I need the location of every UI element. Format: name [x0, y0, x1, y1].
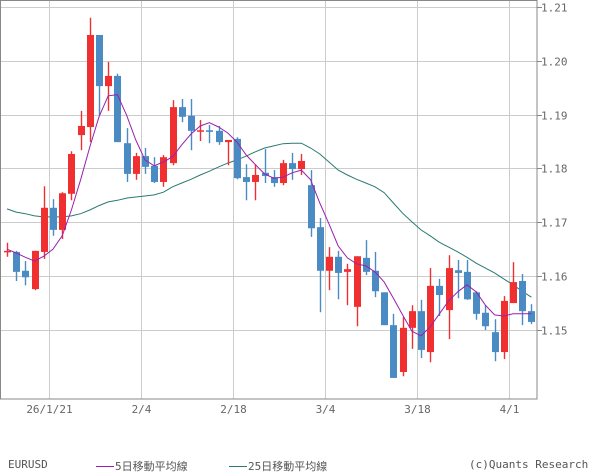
- candle-down: [317, 227, 324, 271]
- y-tick-label: 1.15: [541, 325, 568, 338]
- ma-polyline: [6, 94, 532, 337]
- candle-down: [363, 257, 370, 272]
- legend-ma25: 25日移動平均線: [229, 458, 327, 474]
- legend: EURUSD 5日移動平均線 25日移動平均線 (c)Quants Resear…: [0, 458, 600, 474]
- candle-down: [22, 270, 29, 278]
- candle-up: [225, 139, 232, 143]
- candle-down: [519, 281, 526, 312]
- candle-up: [32, 250, 39, 290]
- candle-down: [243, 177, 250, 182]
- candle-down: [436, 285, 443, 296]
- copyright-text: (c)Quants Research: [469, 458, 589, 471]
- y-tick-label: 1.19: [541, 110, 568, 123]
- grid-lines: [0, 0, 537, 399]
- legend-copyright: (c)Quants Research: [469, 458, 588, 471]
- candlestick-chart: 1.211.201.191.181.171.161.15 26/1/21 2/4 2…: [0, 0, 568, 416]
- candle-down: [418, 311, 425, 350]
- candle-up: [68, 153, 75, 194]
- candle-down: [142, 156, 149, 167]
- candle-down: [151, 165, 158, 182]
- plot-border: [0, 0, 538, 400]
- candle-up: [170, 107, 177, 164]
- candle-up: [446, 268, 453, 311]
- candle-down: [50, 207, 57, 230]
- ma25-line: [6, 142, 532, 298]
- x-tick-label: 2/4: [132, 403, 152, 416]
- candle-down: [96, 34, 103, 87]
- x-tick-label: 2/18: [220, 403, 247, 416]
- y-tick-label: 1.16: [541, 271, 568, 284]
- symbol-label: EURUSD: [8, 458, 48, 471]
- candle-down: [455, 270, 462, 273]
- candle-down: [289, 163, 296, 170]
- y-tick-label: 1.20: [541, 56, 568, 69]
- candle-down: [308, 185, 315, 229]
- candle-down: [492, 332, 499, 353]
- candle-down: [381, 292, 388, 326]
- candle-up: [344, 269, 351, 272]
- candle-down: [372, 270, 379, 292]
- candle-down: [206, 130, 213, 132]
- ma-polyline: [6, 142, 532, 298]
- legend-ma5: 5日移動平均線: [96, 458, 188, 474]
- legend-symbol: EURUSD: [8, 458, 48, 471]
- plot-frame: [0, 0, 542, 400]
- candle-down: [13, 251, 20, 272]
- candle-up: [133, 156, 140, 174]
- candle-up: [252, 174, 259, 182]
- candle-up: [4, 250, 11, 253]
- y-tick-label: 1.17: [541, 217, 568, 230]
- candle-down: [124, 143, 131, 174]
- candle-down: [390, 325, 397, 378]
- candle-up: [197, 130, 204, 132]
- candle-up: [87, 34, 94, 128]
- x-tick-label: 26/1/21: [26, 403, 72, 416]
- candle-up: [409, 311, 416, 328]
- candle-up: [105, 75, 112, 87]
- candle-down: [482, 312, 489, 327]
- candle-up: [41, 207, 48, 252]
- candle-down: [528, 311, 535, 322]
- ma5-swatch-icon: [96, 465, 114, 467]
- candle-up: [510, 282, 517, 304]
- ma25-label: 25日移動平均線: [248, 460, 328, 473]
- candles: [4, 17, 535, 378]
- candle-down: [335, 256, 342, 273]
- candle-up: [501, 300, 508, 353]
- candle-down: [271, 177, 278, 184]
- candle-up: [427, 285, 434, 353]
- candle-up: [59, 193, 66, 230]
- x-tick-label: 3/18: [404, 403, 431, 416]
- candle-up: [280, 163, 287, 184]
- candle-up: [354, 256, 361, 307]
- x-tick-label: 4/1: [500, 403, 520, 416]
- ma5-line: [6, 94, 532, 337]
- candle-up: [400, 327, 407, 372]
- x-tick-label: 3/4: [316, 403, 336, 416]
- candle-down: [473, 292, 480, 314]
- y-tick-label: 1.21: [541, 2, 568, 15]
- candle-up: [298, 160, 305, 170]
- candle-down: [216, 130, 223, 143]
- candle-up: [160, 157, 167, 182]
- x-axis-labels: 26/1/21 2/4 2/18 3/4 3/18 4/1: [26, 403, 519, 416]
- ma5-label: 5日移動平均線: [115, 460, 188, 473]
- candle-down: [188, 115, 195, 131]
- y-axis-labels: 1.21 1.20 1.19 1.18 1.17 1.16 1.15: [541, 2, 568, 338]
- candle-down: [179, 107, 186, 117]
- candle-down: [114, 75, 121, 143]
- y-tick-label: 1.18: [541, 163, 568, 176]
- candle-down: [234, 138, 241, 179]
- candle-up: [326, 256, 333, 271]
- candle-up: [78, 125, 85, 136]
- ma25-swatch-icon: [229, 465, 247, 467]
